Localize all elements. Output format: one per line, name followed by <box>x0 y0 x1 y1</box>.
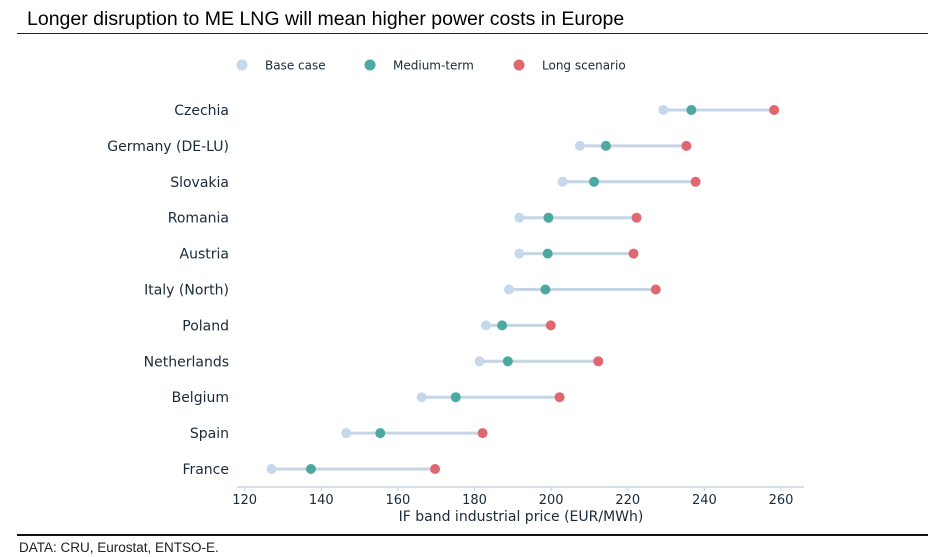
data-points <box>266 105 780 474</box>
x-tick-label: 200 <box>539 493 564 508</box>
point-2 <box>631 212 642 223</box>
point-0 <box>341 428 352 439</box>
point-2 <box>430 464 441 474</box>
point-0 <box>574 140 585 151</box>
footer-rule <box>17 534 928 536</box>
point-1 <box>543 212 554 223</box>
y-tick-label: Belgium <box>172 390 229 406</box>
y-tick-label: Czechia <box>174 103 229 119</box>
point-0 <box>658 105 669 115</box>
y-tick-label: Netherlands <box>144 354 229 370</box>
x-tick-label: 140 <box>309 493 334 508</box>
chart-title: Longer disruption to ME LNG will mean hi… <box>27 8 625 30</box>
x-tick-label: 240 <box>692 493 717 508</box>
y-tick-label: Slovakia <box>170 175 229 191</box>
point-2 <box>681 140 692 151</box>
y-tick-label: Romania <box>168 211 229 227</box>
y-tick-label: Germany (DE-LU) <box>107 139 229 155</box>
x-tick-label: 260 <box>769 493 794 508</box>
source-note: DATA: CRU, Eurostat, ENTSO-E. <box>19 540 219 555</box>
point-1 <box>686 105 697 115</box>
y-tick-label: Poland <box>182 318 229 334</box>
legend-marker-2 <box>513 59 525 71</box>
point-2 <box>545 320 556 331</box>
point-1 <box>497 320 508 331</box>
legend-label-2: Long scenario <box>542 59 626 73</box>
legend-marker-1 <box>364 59 376 71</box>
y-tick-label: Austria <box>180 247 229 263</box>
x-axis-ticks: 120 140 160 180 200 220 240 260 <box>232 487 793 508</box>
legend: Base case Medium-term Long scenario <box>236 59 626 73</box>
point-1 <box>600 140 611 151</box>
point-0 <box>504 284 515 295</box>
point-1 <box>589 176 600 187</box>
point-0 <box>514 212 525 223</box>
connectors <box>271 108 775 471</box>
point-0 <box>266 464 277 474</box>
point-0 <box>514 248 525 259</box>
point-0 <box>416 392 427 403</box>
y-tick-label: Italy (North) <box>144 283 229 299</box>
point-2 <box>628 248 639 259</box>
point-1 <box>502 356 513 367</box>
point-1 <box>375 428 386 439</box>
point-0 <box>481 320 492 331</box>
y-tick-label: France <box>182 462 229 478</box>
title-rule <box>17 33 928 34</box>
point-1 <box>540 284 551 295</box>
point-2 <box>554 392 565 403</box>
x-axis-title: IF band industrial price (EUR/MWh) <box>399 509 644 525</box>
point-1 <box>542 248 553 259</box>
point-1 <box>305 464 316 474</box>
legend-marker-0 <box>236 59 248 71</box>
point-2 <box>650 284 661 295</box>
point-2 <box>593 356 604 367</box>
y-tick-label: Spain <box>190 426 229 442</box>
x-tick-label: 160 <box>385 493 410 508</box>
x-tick-label: 220 <box>615 493 640 508</box>
legend-label-0: Base case <box>265 59 326 73</box>
legend-label-1: Medium-term <box>393 59 474 73</box>
x-tick-label: 120 <box>232 493 257 508</box>
point-1 <box>450 392 461 403</box>
x-tick-label: 180 <box>462 493 487 508</box>
point-2 <box>690 176 701 187</box>
y-axis-labels: Czechia Germany (DE-LU) Slovakia Romania Aus… <box>107 103 229 478</box>
point-0 <box>474 356 485 367</box>
point-2 <box>769 105 780 115</box>
point-0 <box>557 176 568 187</box>
point-2 <box>477 428 488 439</box>
